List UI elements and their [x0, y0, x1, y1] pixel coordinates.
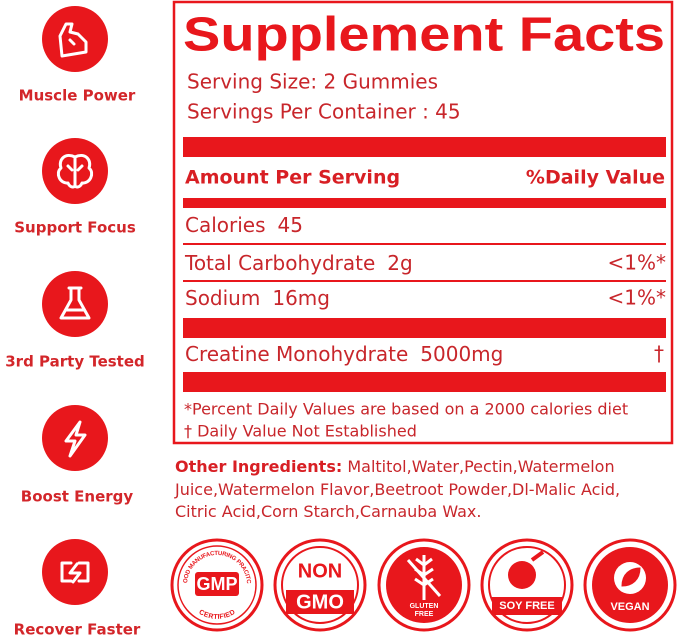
divider-bar [183, 372, 666, 392]
nutrient-name: Calories [185, 213, 266, 237]
footnote: *Percent Daily Values are based on a 200… [184, 400, 628, 419]
badge: VEGAN [583, 538, 677, 632]
amount-header: Amount Per Serving [185, 167, 400, 189]
badge-text: FREE [415, 611, 434, 618]
badge: SOY FREE [480, 538, 574, 632]
other-ingredients: Other Ingredients: Maltitol,Water,Pectin… [175, 456, 657, 524]
feature-label: 3rd Party Tested [5, 353, 145, 371]
feature-label: Boost Energy [21, 488, 134, 506]
serving-size: Serving Size: 2 Gummies [187, 70, 438, 94]
nutrient-dv: † [654, 342, 664, 366]
daily-value-header: %Daily Value [526, 167, 665, 189]
badge-text: VEGAN [610, 601, 649, 613]
badge-text: GMP [196, 574, 237, 594]
nutrient-name: Sodium [185, 286, 260, 310]
nutrient-amount: 16mg [272, 286, 330, 310]
nutrient-name: Creatine Monohydrate [185, 342, 408, 366]
nutrient-row: Calories 45 [185, 213, 303, 237]
feature-label: Recover Faster [14, 621, 141, 639]
nutrient-dv: <1%* [608, 251, 667, 275]
ingredients-text: Maltitol,Water,Pectin,Watermelon Juice,W… [175, 457, 621, 521]
divider-bar [183, 137, 666, 157]
feature-icons [42, 6, 108, 605]
nutrient-name: Total Carbohydrate [184, 251, 375, 275]
nutrient-amount: 5000mg [420, 342, 503, 366]
facts-border [172, 0, 674, 445]
nutrient-row: Creatine Monohydrate 5000mg [185, 342, 503, 366]
badge: GLUTEN FREE [377, 538, 471, 632]
feature-label: Muscle Power [19, 87, 136, 105]
nutrient-dv: <1%* [608, 286, 667, 310]
nutrient-amount: 2g [387, 251, 412, 275]
nutrient-row: Total Carbohydrate 2g [184, 251, 413, 275]
badge: NON GMO [273, 538, 367, 632]
footnote: † Daily Value Not Established [184, 422, 417, 441]
badge-text: SOY FREE [499, 600, 554, 612]
facts-title: Supplement Facts [183, 9, 665, 62]
badge-text: NON [298, 560, 342, 582]
divider-bar [183, 198, 666, 208]
badge-text: GLUTEN [410, 603, 439, 610]
feature-label: Support Focus [14, 219, 136, 237]
badge-text: GMO [296, 591, 344, 613]
divider-bar [183, 318, 666, 338]
servings-per-container: Servings Per Container : 45 [187, 100, 461, 124]
nutrient-amount: 45 [278, 213, 303, 237]
ingredients-label: Other Ingredients: [175, 457, 343, 476]
nutrient-row: Sodium 16mg [185, 286, 330, 310]
